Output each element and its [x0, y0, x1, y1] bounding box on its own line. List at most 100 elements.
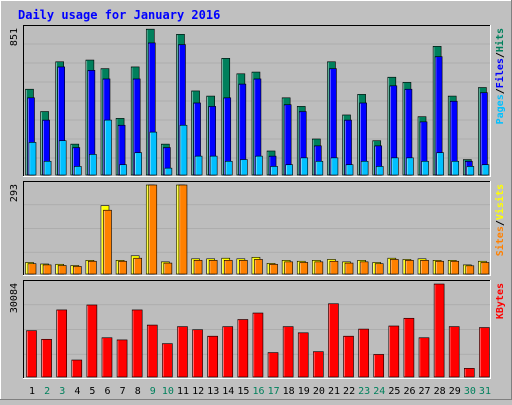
- sites-bar: [465, 265, 475, 275]
- legend-separator: /: [495, 220, 506, 226]
- kbytes-bar: [418, 337, 430, 378]
- sites-bar: [178, 184, 188, 275]
- kbytes-bar: [26, 330, 37, 378]
- legend-entry-pages: Pages: [495, 94, 506, 124]
- day-label: 8: [135, 386, 141, 397]
- pages-bar: [209, 155, 218, 176]
- kbytes-bar: [86, 304, 98, 378]
- pages-bar: [255, 155, 263, 176]
- kbytes-bar: [282, 326, 294, 378]
- sites-bar: [374, 263, 384, 275]
- pages-bar: [240, 159, 248, 176]
- day-label: 19: [298, 386, 310, 397]
- day-label: 27: [419, 386, 431, 397]
- day-label: 24: [373, 386, 385, 397]
- pages-bar: [330, 157, 339, 176]
- day-label: 14: [222, 386, 234, 397]
- kbytes-bar: [464, 368, 475, 378]
- pages-bar: [421, 160, 429, 176]
- pages-bar: [315, 160, 324, 176]
- day-label: 30: [464, 386, 476, 397]
- day-label: 6: [105, 386, 111, 397]
- day-label: 7: [120, 386, 126, 397]
- kbytes-bar: [131, 309, 143, 378]
- y-axis-max-label: 293: [9, 184, 20, 202]
- kbytes-bar: [177, 326, 188, 378]
- day-label: 21: [328, 386, 340, 397]
- pages-bar: [134, 152, 142, 176]
- kbytes-bar: [358, 328, 369, 378]
- day-label: 12: [192, 386, 204, 397]
- day-label: 1: [29, 386, 35, 397]
- kbytes-bar: [116, 339, 128, 378]
- y-axis-max-label: 30084: [9, 283, 20, 313]
- day-label: 17: [268, 386, 280, 397]
- kbytes-bar: [343, 335, 354, 378]
- sites-bar: [133, 257, 142, 275]
- pages-bar: [73, 166, 82, 176]
- legend-entry-kbytes: KBytes: [495, 283, 506, 319]
- sites-bar: [148, 184, 158, 275]
- series-legend: Pages/Files/Hits: [494, 28, 506, 124]
- legend-entry-hits: Hits: [494, 28, 506, 52]
- pages-bar: [391, 157, 399, 176]
- pages-bar: [104, 119, 112, 176]
- legend-entry-sites: Sites: [494, 226, 506, 256]
- sites-bar: [88, 260, 97, 275]
- day-label: 31: [479, 386, 491, 397]
- day-axis-labels: 1 2 3 4 5 6 7 8 9 10 11 12 13 14 15 16 17 18 19 20 21 22 23 24 2…: [29, 386, 491, 397]
- pages-bar: [58, 140, 67, 176]
- legend-separator: /: [495, 88, 506, 94]
- pages-bar: [164, 167, 173, 176]
- day-label: 10: [162, 386, 174, 397]
- pages-bar: [345, 164, 354, 176]
- kbytes-bar: [297, 332, 309, 378]
- pages-bar: [300, 157, 309, 176]
- pages-bar: [360, 160, 369, 176]
- day-label: 9: [150, 386, 156, 397]
- sites-bar: [359, 261, 369, 275]
- day-label: 23: [358, 386, 370, 397]
- pages-bar: [451, 160, 460, 176]
- sites-bar: [27, 263, 37, 275]
- pages-bar: [194, 155, 203, 176]
- kbytes-bar: [403, 317, 415, 378]
- kbytes-bar: [433, 283, 445, 378]
- sites-bar: [208, 260, 218, 275]
- day-label: 4: [74, 386, 80, 397]
- legend-entry-visits: Visits: [494, 184, 506, 220]
- pages-bar: [89, 154, 97, 176]
- kbytes-bar: [328, 303, 339, 378]
- sites-bar: [329, 260, 339, 275]
- kbytes-bar: [373, 354, 385, 378]
- series-legend: KBytes: [495, 283, 506, 319]
- kbytes-bar: [101, 337, 113, 378]
- sites-bar: [480, 262, 490, 275]
- kbytes-bar: [313, 351, 324, 378]
- sites-bar: [118, 260, 127, 275]
- sites-bar: [163, 262, 173, 275]
- series-legend: Sites/Visits: [494, 184, 506, 256]
- panel-kbytes: 30084 KBytes: [9, 280, 506, 379]
- sites-bar: [42, 264, 52, 275]
- day-label: 16: [252, 386, 264, 397]
- kbytes-bar: [388, 325, 400, 378]
- day-label: 22: [343, 386, 355, 397]
- panel-visits-sites: 293 Sites/Visits: [9, 181, 506, 276]
- day-label: 28: [434, 386, 446, 397]
- day-label: 13: [207, 386, 219, 397]
- pages-bar: [270, 166, 278, 176]
- kbytes-bar: [448, 326, 460, 378]
- sites-bar: [254, 259, 263, 275]
- sites-bar: [284, 261, 293, 275]
- pages-bar: [149, 131, 158, 176]
- sites-bar: [405, 260, 414, 275]
- kbytes-bar: [267, 352, 279, 378]
- kbytes-bar: [207, 335, 218, 378]
- pages-bar: [119, 164, 127, 176]
- kbytes-bar: [237, 319, 249, 378]
- kbytes-bar: [252, 312, 264, 378]
- sites-bar: [420, 260, 429, 275]
